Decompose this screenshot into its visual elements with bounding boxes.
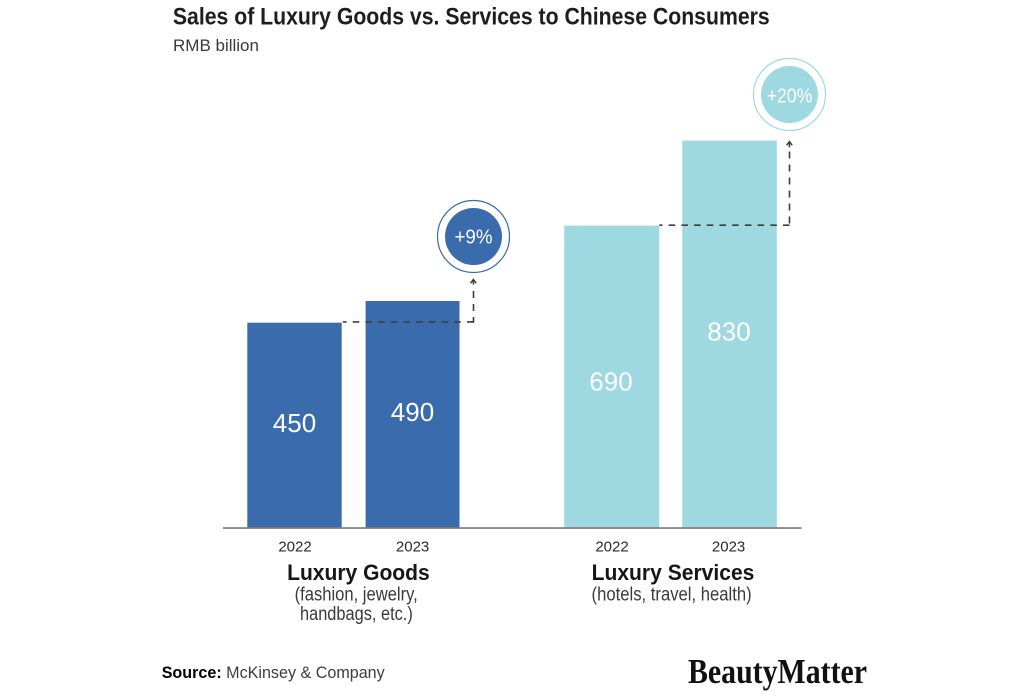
svg-text:2022: 2022 <box>278 538 311 555</box>
svg-text:830: 830 <box>707 317 750 347</box>
svg-text:2023: 2023 <box>396 538 429 555</box>
svg-text:490: 490 <box>391 397 434 427</box>
svg-text:(hotels, travel, health): (hotels, travel, health) <box>592 584 752 605</box>
svg-text:2023: 2023 <box>712 538 745 555</box>
svg-text:BeautyMatter: BeautyMatter <box>688 652 867 691</box>
svg-text:Luxury Services: Luxury Services <box>592 560 755 585</box>
svg-text:+9%: +9% <box>455 226 493 249</box>
svg-text:RMB billion: RMB billion <box>173 36 259 55</box>
svg-text:handbags, etc.): handbags, etc.) <box>300 604 413 625</box>
svg-text:2022: 2022 <box>595 538 628 555</box>
svg-text:Source: McKinsey & Company: Source: McKinsey & Company <box>162 663 385 682</box>
svg-text:(fashion, jewelry,: (fashion, jewelry, <box>295 584 418 605</box>
svg-text:Sales of Luxury Goods vs. Serv: Sales of Luxury Goods vs. Services to Ch… <box>173 3 770 30</box>
svg-text:Luxury Goods: Luxury Goods <box>287 560 430 585</box>
svg-text:+20%: +20% <box>767 85 813 108</box>
svg-text:690: 690 <box>589 367 632 397</box>
svg-text:450: 450 <box>273 408 316 438</box>
